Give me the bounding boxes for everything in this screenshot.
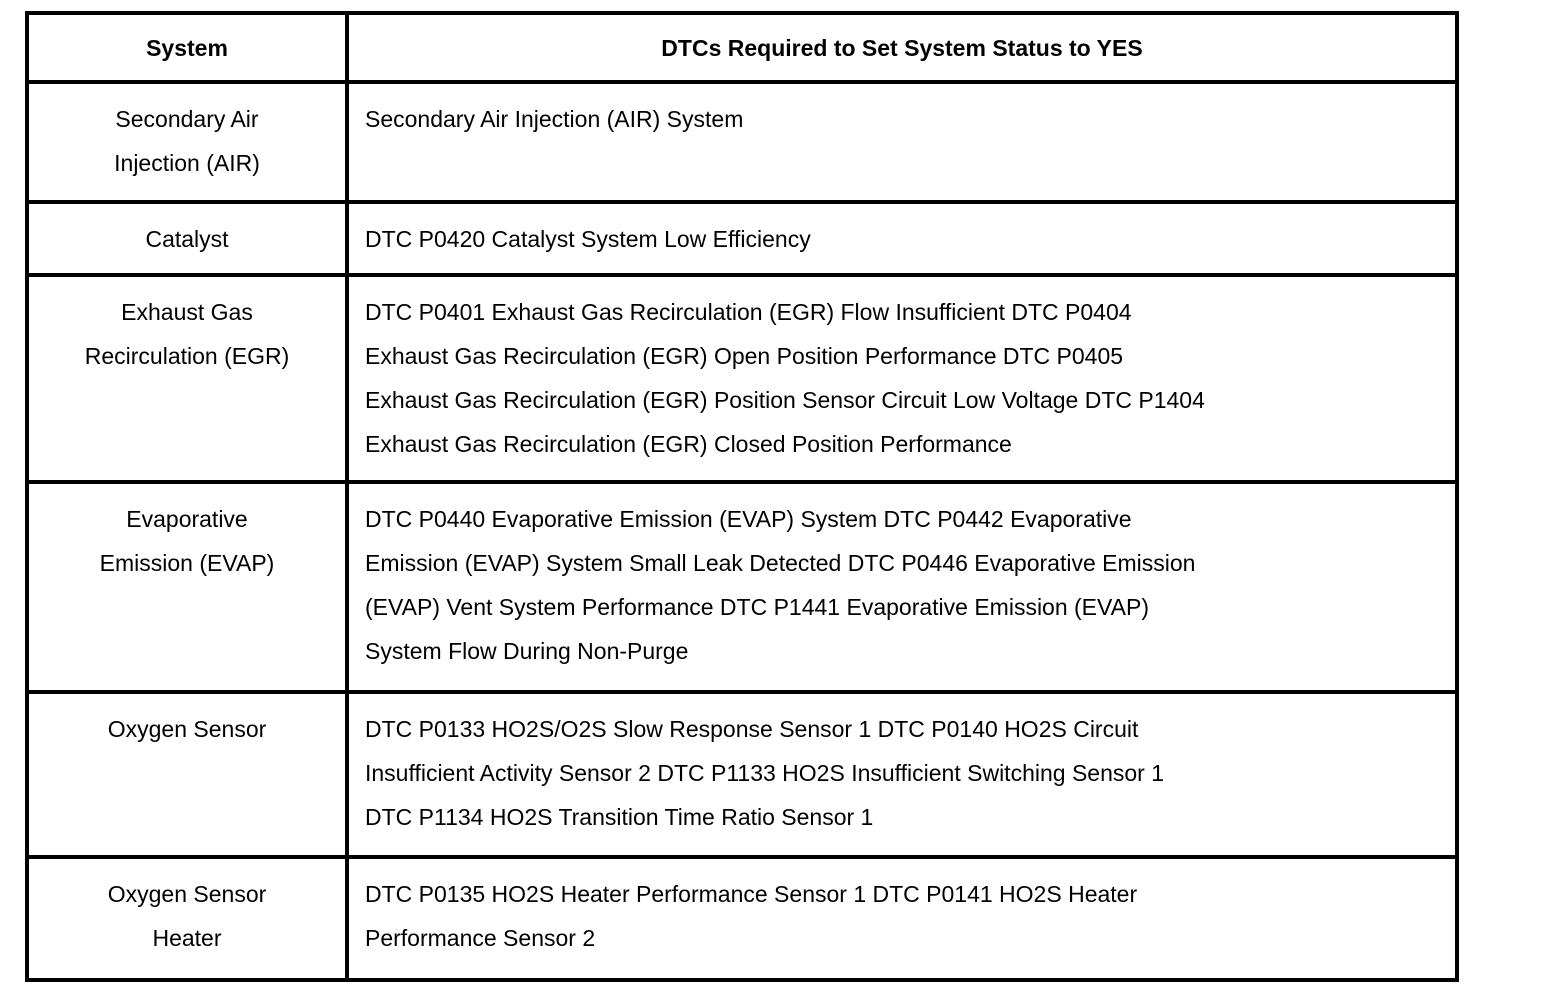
dtcs-cell: DTC P0440 Evaporative Emission (EVAP) Sy… — [345, 480, 1459, 694]
table-row-oxygen-sensor-heater: Oxygen Sensor Heater DTC P0135 HO2S Heat… — [25, 855, 1459, 982]
system-cell: Secondary Air Injection (AIR) — [25, 80, 349, 204]
system-cell: Catalyst — [25, 200, 349, 277]
table-header-row: System DTCs Required to Set System Statu… — [25, 11, 1459, 84]
dtcs-cell: DTC P0135 HO2S Heater Performance Sensor… — [345, 855, 1459, 982]
dtcs-cell: DTC P0420 Catalyst System Low Efficiency — [345, 200, 1459, 277]
system-cell: Evaporative Emission (EVAP) — [25, 480, 349, 694]
table-row-egr: Exhaust Gas Recirculation (EGR) DTC P040… — [25, 273, 1459, 484]
dtcs-cell: DTC P0401 Exhaust Gas Recirculation (EGR… — [345, 273, 1459, 484]
table-row-oxygen-sensor: Oxygen Sensor DTC P0133 HO2S/O2S Slow Re… — [25, 690, 1459, 859]
dtcs-cell: Secondary Air Injection (AIR) System — [345, 80, 1459, 204]
table-row-evap: Evaporative Emission (EVAP) DTC P0440 Ev… — [25, 480, 1459, 694]
column-header-system: System — [25, 11, 349, 84]
column-header-dtcs: DTCs Required to Set System Status to YE… — [345, 11, 1459, 84]
table-row-secondary-air-injection: Secondary Air Injection (AIR) Secondary … — [25, 80, 1459, 204]
dtcs-cell: DTC P0133 HO2S/O2S Slow Response Sensor … — [345, 690, 1459, 859]
dtc-status-table: System DTCs Required to Set System Statu… — [25, 11, 1459, 982]
table-row-catalyst: Catalyst DTC P0420 Catalyst System Low E… — [25, 200, 1459, 277]
system-cell: Oxygen Sensor Heater — [25, 855, 349, 982]
system-cell: Exhaust Gas Recirculation (EGR) — [25, 273, 349, 484]
system-cell: Oxygen Sensor — [25, 690, 349, 859]
